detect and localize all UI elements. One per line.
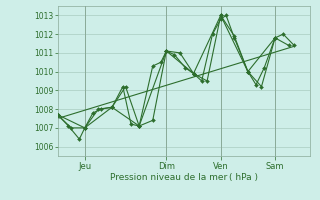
X-axis label: Pression niveau de la mer ( hPa ): Pression niveau de la mer ( hPa ) bbox=[110, 173, 258, 182]
